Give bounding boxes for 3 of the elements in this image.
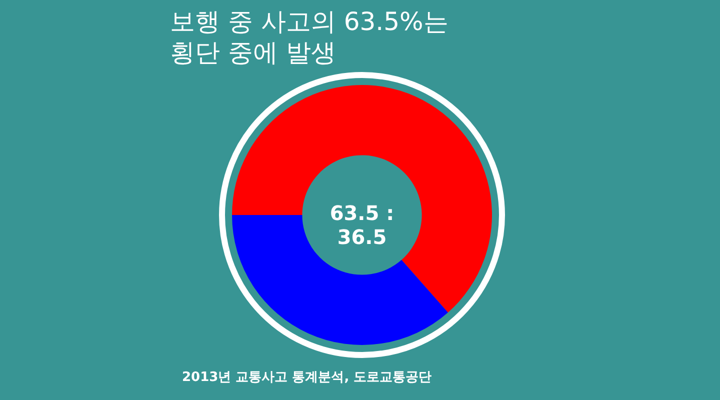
- text: 63.5 : 36.5: [328, 201, 396, 249]
- chart-title: 보행 중 사고의 63.5%는 횡단 중에 발생: [170, 6, 448, 68]
- text: 2013년 교통사고 통계분석, 도로교통공단: [182, 369, 432, 386]
